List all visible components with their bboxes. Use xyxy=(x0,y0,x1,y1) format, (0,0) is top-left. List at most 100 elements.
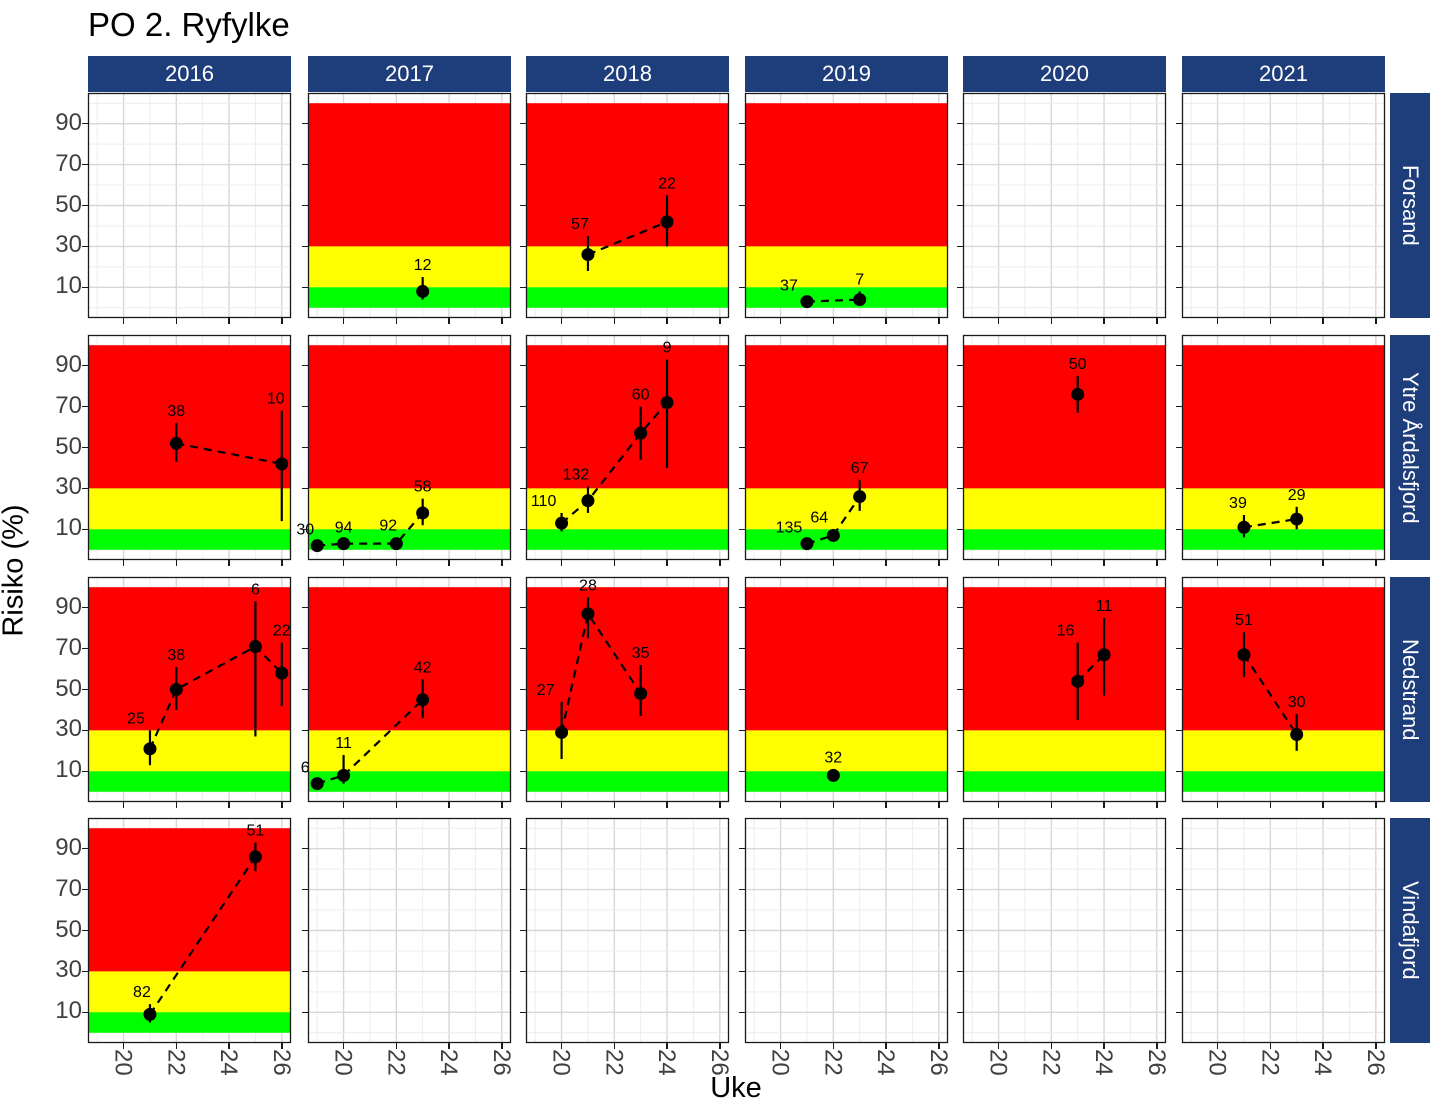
y-axis-tick xyxy=(302,770,308,773)
count-label: 51 xyxy=(247,823,265,840)
x-tick-label: 20 xyxy=(109,1049,137,1076)
y-axis-tick xyxy=(82,970,88,973)
y-axis-tick xyxy=(82,364,88,367)
count-label: 58 xyxy=(414,479,432,496)
data-point xyxy=(634,687,648,701)
panel-2019-Nedstrand: 32 xyxy=(739,576,949,808)
panel-2021-Forsand xyxy=(1176,92,1386,324)
y-axis-tick xyxy=(957,970,963,973)
x-axis-tick xyxy=(832,318,835,324)
risk-band-high xyxy=(963,587,1166,731)
y-axis-tick xyxy=(302,888,308,891)
y-axis-tick xyxy=(1176,204,1182,207)
y-axis-tick xyxy=(302,1011,308,1014)
panel-2016-Forsand xyxy=(82,92,292,324)
count-label: 35 xyxy=(632,645,650,662)
x-axis-tick xyxy=(1103,1043,1105,1049)
risk-band-low xyxy=(88,529,291,550)
data-point xyxy=(581,248,595,262)
x-axis-tick xyxy=(560,318,563,324)
y-axis-tick xyxy=(1176,405,1182,408)
x-axis-tick xyxy=(395,1043,398,1049)
data-point xyxy=(416,693,430,707)
data-point xyxy=(660,396,674,409)
x-tick-label: 20 xyxy=(329,1049,357,1076)
panel-plot: 37 7 xyxy=(744,92,949,319)
y-tick-label: 50 xyxy=(55,190,82,218)
x-axis-tick xyxy=(1269,802,1272,808)
risk-band-high xyxy=(963,345,1166,489)
count-label: 27 xyxy=(537,682,555,699)
x-axis-tick xyxy=(122,560,125,566)
panel-plot xyxy=(525,817,730,1044)
risk-band-medium xyxy=(526,246,729,288)
x-axis-tick xyxy=(832,1043,835,1049)
y-axis-tick xyxy=(302,688,308,691)
x-axis-tick xyxy=(1216,1043,1219,1049)
panel-border xyxy=(525,576,730,803)
panel-2020-Nedstrand: 16 11 xyxy=(957,576,1167,808)
y-axis-tick xyxy=(739,770,745,773)
panel-plot: 38 10 xyxy=(87,334,292,561)
count-label: 42 xyxy=(414,659,432,676)
x-axis-tick xyxy=(560,1043,563,1049)
x-tick-label: 26 xyxy=(1142,1049,1170,1076)
trend-line xyxy=(587,220,668,256)
risk-band-medium xyxy=(1182,488,1385,530)
x-tick-label: 24 xyxy=(1309,1049,1337,1076)
data-point xyxy=(826,528,840,542)
y-axis-tick xyxy=(1176,770,1182,773)
y-axis-tick xyxy=(520,688,526,691)
y-axis-tick xyxy=(957,163,963,166)
x-tick-label: 26 xyxy=(487,1049,515,1076)
y-axis-tick xyxy=(302,286,308,289)
x-tick-label: 22 xyxy=(162,1049,190,1076)
x-axis-tick xyxy=(175,802,178,808)
panel-plot: 57 22 xyxy=(525,92,730,319)
x-axis-tick xyxy=(938,318,940,324)
y-axis-tick xyxy=(82,647,88,650)
x-axis-tick xyxy=(1156,1043,1158,1049)
panel-2017-Nedstrand: 6 11 42 xyxy=(301,576,512,808)
x-axis-tick xyxy=(613,560,616,566)
risk-band-medium xyxy=(963,730,1166,772)
panel-plot: 30 94 92 58 xyxy=(296,334,512,561)
risk-band-medium xyxy=(526,730,729,772)
risk-band-high xyxy=(308,345,511,489)
y-tick-label: 70 xyxy=(55,391,82,419)
x-tick-label: 22 xyxy=(1037,1049,1065,1076)
risk-band-medium xyxy=(308,730,511,772)
x-axis-tick xyxy=(175,318,178,324)
y-tick-label: 70 xyxy=(55,149,82,177)
trend-line xyxy=(176,442,282,465)
y-axis-tick xyxy=(520,888,526,891)
y-axis-tick xyxy=(739,204,745,207)
data-point xyxy=(169,436,183,450)
y-axis-tick xyxy=(957,286,963,289)
risk-band-high xyxy=(1182,587,1385,731)
x-axis-tick xyxy=(997,802,1000,808)
panel-border xyxy=(962,92,1167,319)
y-axis-tick xyxy=(1176,122,1182,125)
count-label: 11 xyxy=(1096,598,1113,615)
y-axis-tick xyxy=(520,970,526,973)
count-label: 110 xyxy=(531,493,557,510)
x-tick-label: 20 xyxy=(984,1049,1012,1076)
y-tick-label: 10 xyxy=(55,514,82,542)
panel-border xyxy=(87,92,292,319)
x-tick-label: 22 xyxy=(600,1049,628,1076)
panel-plot: 27 28 35 xyxy=(525,576,730,803)
y-axis-tick xyxy=(1176,487,1182,490)
data-point xyxy=(581,494,595,508)
y-axis-tick xyxy=(739,647,745,650)
y-axis-tick xyxy=(520,929,526,932)
facet-column-strip: 2020 xyxy=(963,56,1166,92)
y-axis-tick xyxy=(82,122,88,125)
x-tick-label: 24 xyxy=(215,1049,243,1076)
x-tick-label: 26 xyxy=(1361,1049,1389,1076)
y-axis-tick xyxy=(302,446,308,449)
y-axis-tick xyxy=(520,487,526,490)
count-label: 16 xyxy=(1057,622,1075,639)
